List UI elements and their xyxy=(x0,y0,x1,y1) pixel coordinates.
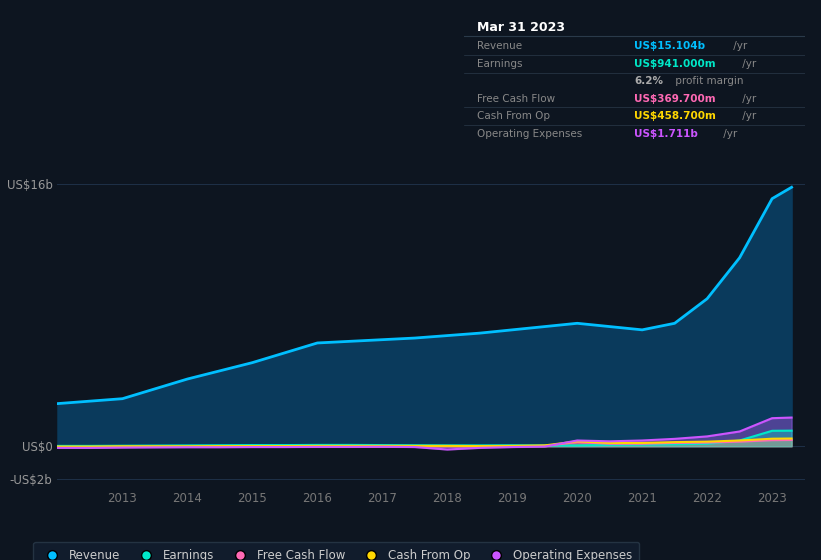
Text: /yr: /yr xyxy=(739,111,756,122)
Text: US$1.711b: US$1.711b xyxy=(635,129,698,139)
Text: profit margin: profit margin xyxy=(672,76,744,86)
Text: 6.2%: 6.2% xyxy=(635,76,663,86)
Text: US$458.700m: US$458.700m xyxy=(635,111,716,122)
Text: /yr: /yr xyxy=(720,129,737,139)
Text: US$369.700m: US$369.700m xyxy=(635,94,716,104)
Text: Earnings: Earnings xyxy=(478,59,523,69)
Text: US$15.104b: US$15.104b xyxy=(635,41,705,52)
Text: /yr: /yr xyxy=(730,41,747,52)
Text: US$941.000m: US$941.000m xyxy=(635,59,716,69)
Text: Operating Expenses: Operating Expenses xyxy=(478,129,583,139)
Legend: Revenue, Earnings, Free Cash Flow, Cash From Op, Operating Expenses: Revenue, Earnings, Free Cash Flow, Cash … xyxy=(34,542,639,560)
Text: Cash From Op: Cash From Op xyxy=(478,111,551,122)
Text: Revenue: Revenue xyxy=(478,41,523,52)
Text: /yr: /yr xyxy=(739,59,756,69)
Text: /yr: /yr xyxy=(739,94,756,104)
Text: Free Cash Flow: Free Cash Flow xyxy=(478,94,556,104)
Text: Mar 31 2023: Mar 31 2023 xyxy=(478,21,566,34)
